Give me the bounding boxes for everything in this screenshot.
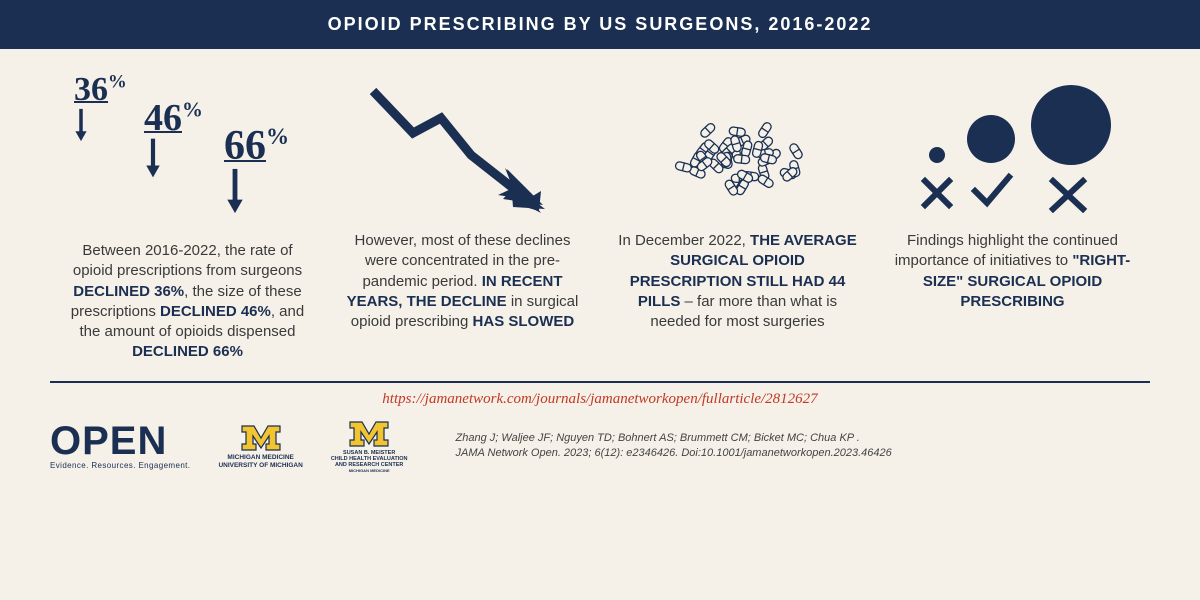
col-4: Findings highlight the continued importa… (875, 73, 1150, 363)
block-m-icon (240, 422, 282, 452)
declining-arrow-icon (363, 73, 563, 213)
pct-stat-66: 66% (224, 125, 289, 220)
logo-open-title: OPEN (50, 421, 190, 461)
article-url: https://jamanetwork.com/journals/jamanet… (0, 391, 1200, 408)
pills-icon (648, 103, 828, 213)
divider-line (50, 381, 1150, 383)
down-arrow-icon (144, 137, 162, 179)
logo-open-tag: Evidence. Resources. Engagement. (50, 461, 190, 470)
col-2: However, most of these declines were con… (325, 73, 600, 363)
col-4-text: Findings highlight the continued importa… (889, 231, 1136, 312)
col-2-graphic (339, 73, 586, 213)
logo-cherc: SUSAN B. MEISTERCHILD HEALTH EVALUATIONA… (331, 418, 408, 474)
header-band: OPIOID PRESCRIBING BY US SURGEONS, 2016-… (0, 0, 1200, 49)
logo-m1-line2: UNIVERSITY OF MICHIGAN (218, 462, 302, 469)
col-1-text: Between 2016-2022, the rate of opioid pr… (64, 241, 311, 363)
footer-row: OPEN Evidence. Resources. Engagement. MI… (0, 418, 1200, 474)
citation: Zhang J; Waljee JF; Nguyen TD; Bohnert A… (436, 431, 1150, 460)
col-1: 36% 46% 66% Between 2016-2022, the rate of… (50, 73, 325, 363)
col-3-graphic (614, 73, 861, 213)
col-3-text: In December 2022, THE AVERAGE SURGICAL O… (614, 231, 861, 332)
logo-open: OPEN Evidence. Resources. Engagement. (50, 421, 190, 470)
col-1-graphic: 36% 46% 66% (64, 73, 311, 223)
right-size-icon (903, 83, 1123, 213)
header-title: OPIOID PRESCRIBING BY US SURGEONS, 2016-… (328, 14, 873, 34)
down-arrow-icon (74, 107, 88, 143)
col-2-text: However, most of these declines were con… (339, 231, 586, 332)
down-arrow-icon (224, 167, 246, 215)
block-m-icon (348, 418, 390, 448)
logo-m1-line1: MICHIGAN MEDICINE (227, 454, 293, 461)
col-3: In December 2022, THE AVERAGE SURGICAL O… (600, 73, 875, 363)
citation-ref: JAMA Network Open. 2023; 6(12): e2346426… (456, 447, 892, 459)
col-4-graphic (889, 73, 1136, 213)
columns-row: 36% 46% 66% Between 2016-2022, the rate of… (0, 49, 1200, 363)
citation-authors: Zhang J; Waljee JF; Nguyen TD; Bohnert A… (456, 432, 860, 444)
pct-stat-36: 36% (74, 73, 127, 148)
pct-stat-46: 46% (144, 99, 203, 184)
logo-m2-line4: MICHIGAN MEDICINE (349, 468, 390, 473)
logo-michigan-medicine: MICHIGAN MEDICINEUNIVERSITY OF MICHIGAN (218, 422, 302, 468)
